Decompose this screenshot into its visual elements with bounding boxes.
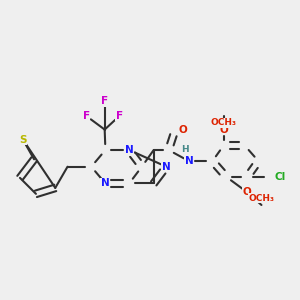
Text: Cl: Cl	[275, 172, 286, 182]
Text: N: N	[101, 178, 110, 188]
Text: F: F	[101, 96, 108, 106]
Text: F: F	[116, 111, 123, 121]
Text: O: O	[219, 124, 228, 135]
Text: H: H	[182, 145, 189, 154]
Text: OCH₃: OCH₃	[211, 118, 237, 127]
Text: O: O	[179, 124, 188, 135]
Text: N: N	[184, 156, 194, 166]
Text: F: F	[82, 111, 90, 121]
Text: O: O	[243, 188, 252, 197]
Text: OCH₃: OCH₃	[248, 194, 274, 203]
Text: N: N	[162, 162, 171, 172]
Text: S: S	[19, 135, 27, 145]
Text: N: N	[125, 145, 134, 155]
